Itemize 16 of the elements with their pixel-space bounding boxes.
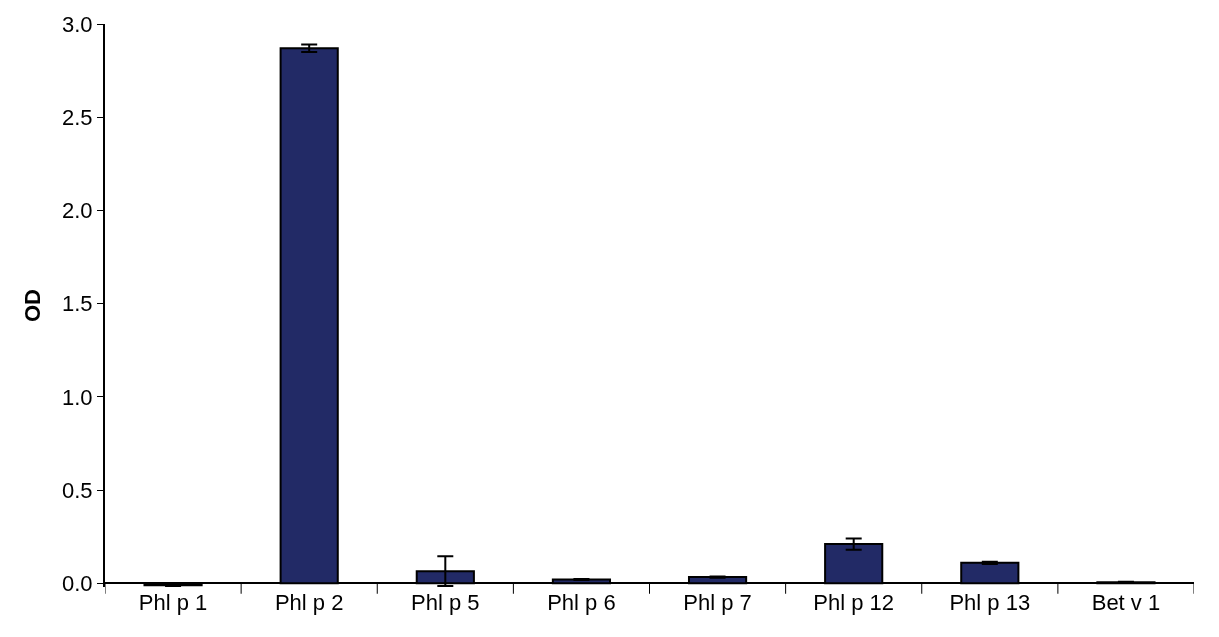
x-tick-label: Phl p 13 <box>949 590 1031 615</box>
y-axis-title: OD <box>20 289 46 322</box>
y-tick-label: 1.0 <box>62 384 93 410</box>
x-tick-label: Phl p 6 <box>547 590 616 615</box>
x-tick-label: Phl p 7 <box>683 590 752 615</box>
y-tick-label: 2.0 <box>62 198 93 224</box>
y-tick-label: 3.0 <box>62 11 93 37</box>
x-tick-label: Phl p 5 <box>411 590 480 615</box>
y-tick-label: 0.5 <box>62 477 93 503</box>
x-tick-label: Phl p 2 <box>274 590 344 615</box>
y-tick-label: 1.5 <box>62 291 93 317</box>
x-tick-label: Phl p 12 <box>813 590 895 615</box>
y-tick-label: 0.0 <box>62 570 93 596</box>
x-tick-label: Phl p 1 <box>138 590 208 615</box>
y-tick-label: 2.5 <box>62 104 93 130</box>
x-tick-label: Bet v 1 <box>1091 590 1161 615</box>
